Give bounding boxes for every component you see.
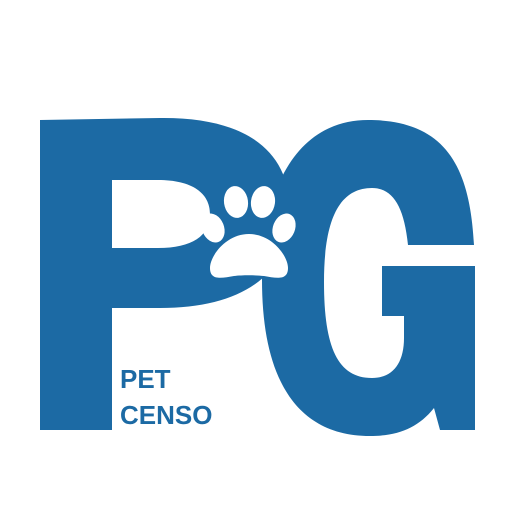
tagline-line-1: PET xyxy=(120,364,171,394)
paw-toe-inner-right xyxy=(250,186,276,218)
paw-pad xyxy=(210,234,288,278)
tagline-line-2: CENSO xyxy=(120,400,212,430)
paw-toe-left xyxy=(201,213,225,243)
paw-toe-inner-left xyxy=(223,186,249,218)
logo-letter-g xyxy=(262,120,475,436)
paw-toe-right xyxy=(272,213,296,243)
paw-print-icon xyxy=(201,186,296,278)
